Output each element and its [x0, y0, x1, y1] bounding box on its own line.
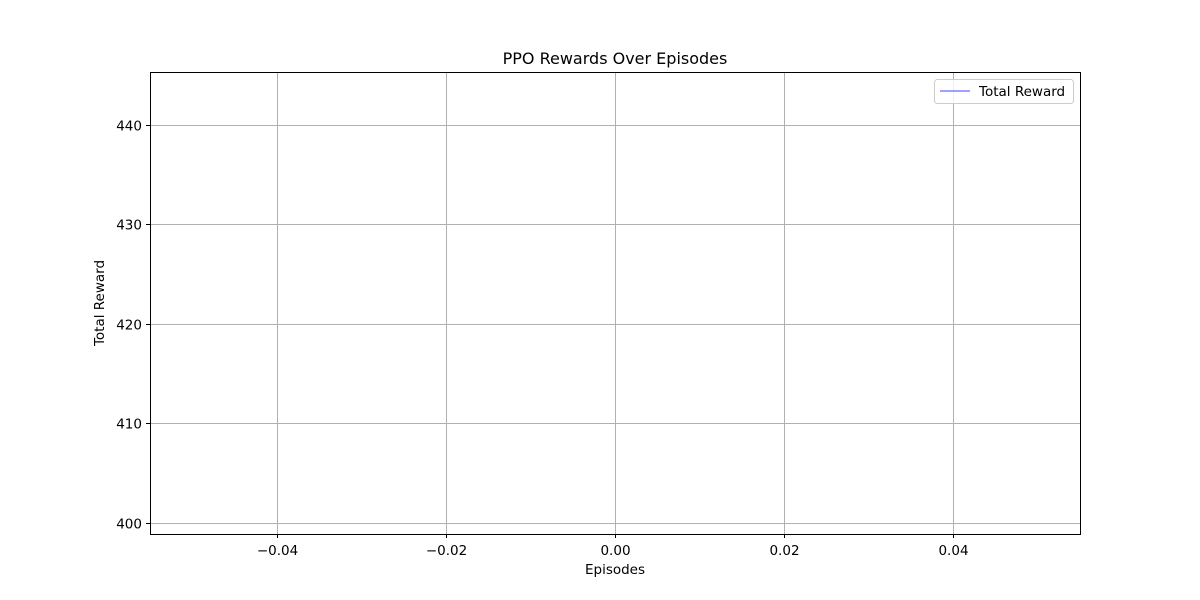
y-axis-ticks: 400 410 420 430 440 — [116, 119, 150, 533]
y-axis-label: Total Reward — [92, 260, 108, 347]
legend-box — [934, 79, 1074, 104]
x-axis-ticks: −0.04 −0.02 0.00 0.02 0.04 — [257, 534, 969, 559]
y-tick-label: 420 — [116, 318, 142, 334]
legend-label-total-reward: Total Reward — [978, 84, 1065, 100]
x-grid-lines — [277, 72, 954, 534]
x-tick-label: 0.02 — [769, 543, 799, 559]
chart-title: PPO Rewards Over Episodes — [503, 49, 728, 68]
y-tick-label: 400 — [116, 517, 142, 533]
plot-area — [150, 72, 1081, 535]
x-tick-label: −0.02 — [426, 543, 467, 559]
y-tick-label: 440 — [116, 119, 142, 135]
legend: Total Reward — [934, 79, 1074, 104]
y-tick-label: 430 — [116, 218, 142, 234]
x-tick-label: 0.00 — [600, 543, 630, 559]
x-tick-label: −0.04 — [257, 543, 298, 559]
x-tick-label: 0.04 — [938, 543, 968, 559]
x-axis-label: Episodes — [585, 562, 645, 578]
y-tick-label: 410 — [116, 417, 142, 433]
y-grid-lines — [150, 125, 1080, 524]
